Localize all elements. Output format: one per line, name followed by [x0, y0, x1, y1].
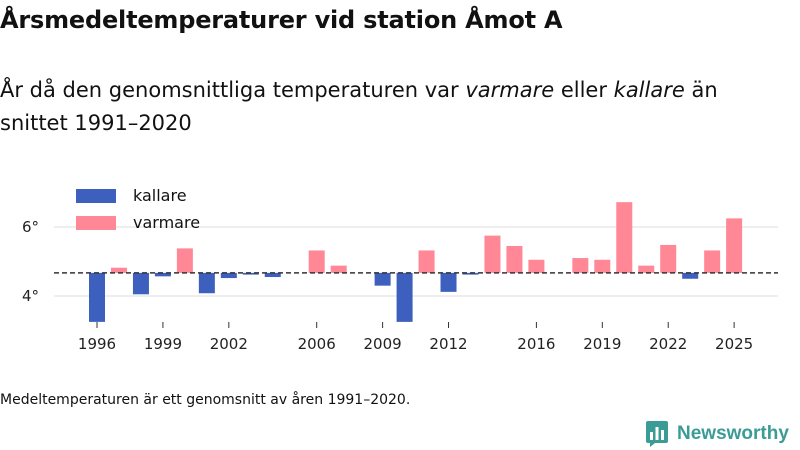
bar-2011: [418, 250, 435, 273]
bar-2014: [484, 235, 501, 273]
bar-2006: [308, 250, 325, 273]
x-tick-label: 2019: [583, 335, 621, 353]
bar-2018: [572, 258, 589, 273]
bar-1996: [89, 272, 105, 322]
bar-2003: [242, 272, 259, 275]
y-tick-label: 4°: [22, 287, 39, 305]
bar-2016: [528, 259, 545, 273]
chart-title: Årsmedeltemperaturer vid station Åmot A: [0, 6, 563, 34]
bar-2002: [220, 272, 237, 279]
bar-2004: [264, 272, 281, 278]
bar-2012: [440, 272, 457, 292]
bar-2024: [704, 250, 721, 273]
x-tick-label: 2022: [649, 335, 687, 353]
x-tick-label: 2009: [364, 335, 402, 353]
y-tick-label: 6°: [22, 218, 39, 236]
bar-2022: [660, 244, 677, 273]
legend-swatch-cold: [76, 188, 116, 203]
x-tick-label: 1999: [144, 335, 182, 353]
bar-2023: [682, 272, 699, 279]
x-tick-label: 1996: [78, 335, 116, 353]
legend-label-warm: varmare: [133, 213, 201, 232]
footnote: Medeltemperaturen är ett genomsnitt av å…: [0, 392, 411, 408]
x-tick-label: 2016: [517, 335, 555, 353]
bar-2020: [616, 202, 633, 273]
bar-2010: [396, 272, 413, 322]
subtitle-cold-word: kallare: [613, 78, 685, 102]
chart-subtitle: År då den genomsnittliga temperaturen va…: [0, 74, 760, 140]
bar-1997: [110, 267, 127, 273]
brand-name: Newsworthy: [677, 423, 789, 444]
chart-legend: kallare varmare: [76, 182, 200, 236]
x-tick-label: 2012: [429, 335, 467, 353]
bar-1998: [132, 272, 149, 295]
subtitle-mid: eller: [554, 78, 614, 102]
bar-2019: [594, 259, 611, 273]
bar-2007: [330, 265, 347, 273]
bar-2000: [176, 248, 193, 273]
bar-2021: [638, 265, 655, 273]
bar-2013: [462, 272, 479, 275]
legend-item-warm: varmare: [76, 209, 200, 236]
x-tick-label: 2025: [715, 335, 753, 353]
bar-2025: [726, 218, 743, 273]
bar-2001: [198, 272, 215, 294]
bar-chart-badge-icon: [646, 421, 668, 447]
subtitle-prefix: År då den genomsnittliga temperaturen va…: [0, 78, 466, 102]
legend-item-cold: kallare: [76, 182, 200, 209]
brand-logo[interactable]: Newsworthy: [645, 420, 789, 448]
bar-2009: [374, 272, 391, 286]
x-tick-label: 2006: [298, 335, 336, 353]
legend-label-cold: kallare: [133, 186, 187, 205]
bar-chart: 4° 6° 1996 1999 2002 2006 2009 2012 2016 2019 2022…: [22, 202, 778, 353]
bar-1999: [154, 272, 171, 277]
subtitle-suffix: än snittet 1991–2020: [0, 78, 718, 135]
x-tick-label: 2002: [210, 335, 248, 353]
bar-2015: [506, 245, 523, 273]
legend-swatch-warm: [76, 215, 116, 230]
subtitle-warm-word: varmare: [465, 78, 555, 102]
